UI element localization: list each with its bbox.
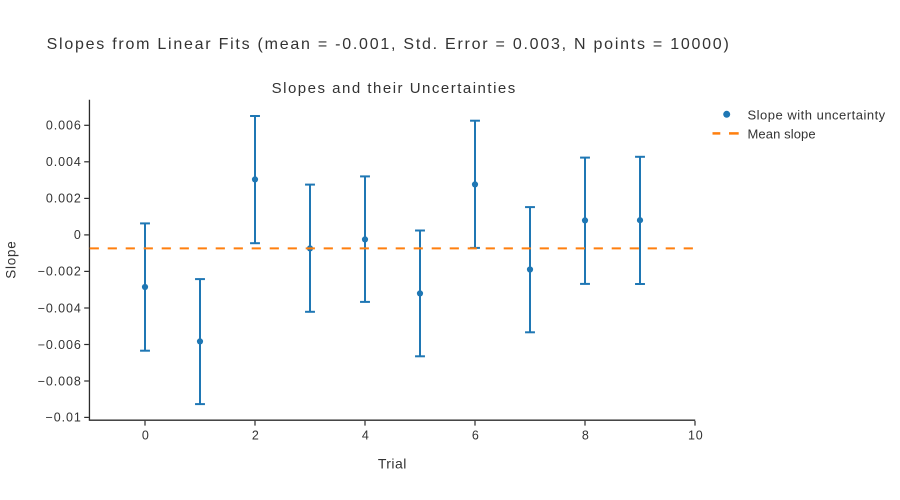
svg-text:Mean slope: Mean slope: [748, 126, 816, 141]
svg-text:2: 2: [252, 429, 260, 443]
svg-text:8: 8: [582, 429, 590, 443]
svg-text:0.004: 0.004: [46, 155, 82, 169]
svg-text:0.002: 0.002: [46, 192, 82, 206]
svg-text:0.006: 0.006: [46, 119, 82, 133]
svg-text:Slopes and their Uncertainties: Slopes and their Uncertainties: [272, 80, 517, 97]
svg-text:−0.004: −0.004: [38, 301, 82, 315]
svg-text:0: 0: [74, 228, 82, 242]
svg-text:−0.002: −0.002: [38, 265, 82, 279]
svg-text:6: 6: [472, 429, 480, 443]
svg-text:4: 4: [362, 429, 370, 443]
svg-text:Slopes from Linear Fits (mean: Slopes from Linear Fits (mean = -0.001, …: [47, 36, 731, 53]
svg-text:−0.008: −0.008: [38, 374, 82, 388]
svg-text:Trial: Trial: [378, 455, 407, 471]
svg-text:Slope with uncertainty: Slope with uncertainty: [748, 107, 886, 122]
svg-text:−0.006: −0.006: [38, 338, 82, 352]
svg-text:0: 0: [142, 429, 150, 443]
svg-text:Slope: Slope: [4, 240, 19, 278]
svg-text:10: 10: [688, 429, 704, 443]
svg-text:−0.01: −0.01: [46, 411, 82, 425]
